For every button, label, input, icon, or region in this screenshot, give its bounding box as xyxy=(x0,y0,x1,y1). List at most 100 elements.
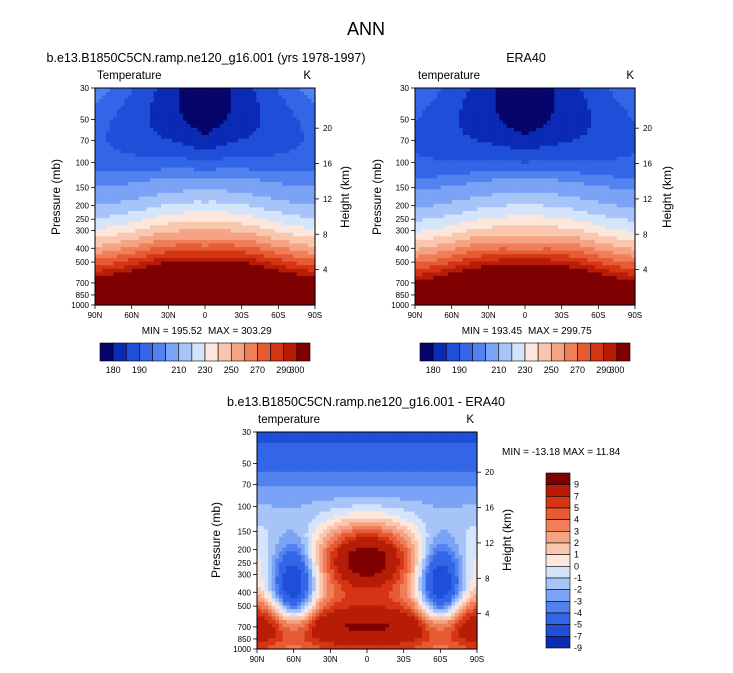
contour-cell xyxy=(293,257,298,263)
contour-cell xyxy=(124,178,129,183)
contour-cell xyxy=(437,145,442,151)
contour-cell xyxy=(157,290,162,295)
contour-cell xyxy=(216,145,221,151)
contour-cell xyxy=(466,153,471,158)
contour-cell xyxy=(274,163,279,169)
contour-cell xyxy=(528,153,533,158)
contour-cell xyxy=(212,189,217,194)
contour-cell xyxy=(422,135,427,140)
contour-cell xyxy=(271,98,276,104)
contour-cell xyxy=(293,135,298,140)
contour-cell xyxy=(267,106,272,111)
contour-cell xyxy=(179,236,184,241)
contour-cell xyxy=(227,91,232,96)
contour-cell xyxy=(598,109,603,114)
contour-cell xyxy=(528,160,533,165)
contour-cell xyxy=(289,221,294,227)
contour-cell xyxy=(161,113,166,118)
contour-cell xyxy=(190,254,195,259)
contour-cell xyxy=(95,167,100,172)
contour-cell xyxy=(161,210,166,216)
contour-cell xyxy=(300,167,305,172)
contour-cell xyxy=(157,221,162,227)
contour-cell xyxy=(197,91,202,96)
contour-cell xyxy=(186,229,191,234)
contour-cell xyxy=(263,254,268,259)
contour-cell xyxy=(238,294,243,299)
contour-cell xyxy=(256,192,261,198)
contour-cell xyxy=(201,218,206,223)
contour-cell xyxy=(539,98,544,104)
contour-cell xyxy=(212,294,217,299)
contour-cell xyxy=(591,102,596,107)
contour-cell xyxy=(223,236,228,241)
contour-cell xyxy=(492,138,497,143)
contour-cell xyxy=(278,98,283,104)
contour-cell xyxy=(230,257,235,263)
contour-cell xyxy=(293,192,298,198)
contour-cell xyxy=(205,294,210,299)
contour-cell xyxy=(219,135,224,140)
contour-cell xyxy=(168,102,173,107)
contour-cell xyxy=(267,239,272,245)
contour-cell xyxy=(620,127,625,132)
contour-cell xyxy=(484,91,489,96)
contour-cell xyxy=(131,185,136,190)
contour-cell xyxy=(481,95,486,100)
contour-cell xyxy=(455,116,460,122)
contour-cell xyxy=(580,153,585,158)
contour-cell xyxy=(543,131,548,136)
contour-cell xyxy=(157,196,162,201)
contour-cell xyxy=(197,135,202,140)
contour-cell xyxy=(532,163,537,169)
contour-cell xyxy=(448,88,453,93)
contour-cell xyxy=(260,160,265,165)
contour-cell xyxy=(219,301,224,306)
contour-cell xyxy=(569,149,574,154)
contour-cell xyxy=(164,149,169,154)
contour-cell xyxy=(139,160,144,165)
contour-cell xyxy=(150,225,155,230)
contour-cell xyxy=(212,239,217,245)
contour-cell xyxy=(201,160,206,165)
contour-cell xyxy=(139,135,144,140)
contour-cell xyxy=(113,210,118,216)
contour-cell xyxy=(521,98,526,104)
contour-cell xyxy=(131,243,136,248)
contour-cell xyxy=(131,142,136,147)
contour-cell xyxy=(164,174,169,180)
contour-cell xyxy=(120,167,125,172)
contour-cell xyxy=(95,149,100,154)
contour-cell xyxy=(201,124,206,129)
contour-cell xyxy=(146,153,151,158)
contour-cell xyxy=(135,200,140,205)
contour-cell xyxy=(124,239,129,245)
contour-cell xyxy=(517,138,522,143)
contour-cell xyxy=(267,102,272,107)
contour-cell xyxy=(230,250,235,255)
contour-cell xyxy=(212,225,217,230)
contour-cell xyxy=(172,272,177,277)
contour-cell xyxy=(117,189,122,194)
contour-cell xyxy=(459,98,464,104)
contour-cell xyxy=(260,268,265,274)
contour-cell xyxy=(451,116,456,122)
contour-cell xyxy=(205,243,210,248)
contour-cell xyxy=(161,207,166,212)
contour-cell xyxy=(591,127,596,132)
contour-cell xyxy=(289,160,294,165)
contour-cell xyxy=(484,88,489,93)
contour-cell xyxy=(470,116,475,122)
contour-cell xyxy=(296,160,301,165)
contour-cell xyxy=(550,135,555,140)
contour-cell xyxy=(102,239,107,245)
contour-cell xyxy=(495,98,500,104)
contour-cell xyxy=(161,283,166,288)
contour-cell xyxy=(514,149,519,154)
contour-cell xyxy=(120,214,125,219)
contour-cell xyxy=(190,200,195,205)
contour-cell xyxy=(245,185,250,190)
contour-cell xyxy=(554,113,559,118)
contour-cell xyxy=(605,113,610,118)
contour-cell xyxy=(142,88,147,93)
